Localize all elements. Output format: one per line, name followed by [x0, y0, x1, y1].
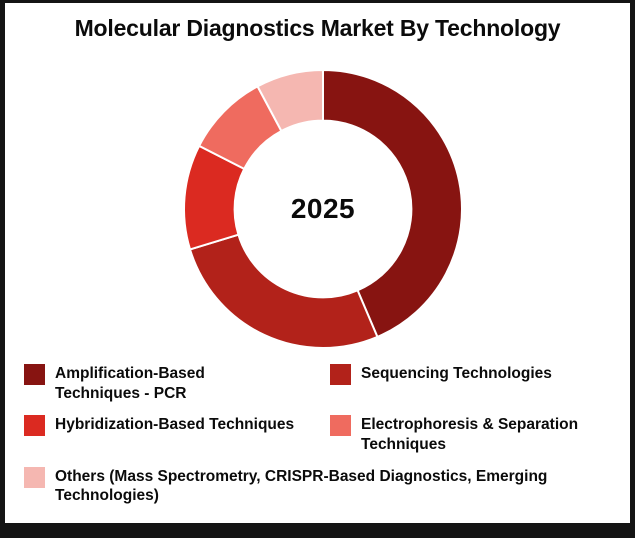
legend: Amplification-Based Techniques - PCR Seque… — [24, 364, 616, 506]
legend-swatch-1 — [330, 364, 351, 385]
donut-chart: 2025 — [173, 59, 473, 359]
legend-swatch-3 — [330, 415, 351, 437]
legend-swatch-2 — [24, 415, 45, 437]
legend-item-4: Others (Mass Spectrometry, CRISPR-Based … — [24, 466, 616, 506]
donut-svg — [183, 69, 463, 349]
legend-label-3: Electrophoresis & Separation Techniques — [361, 416, 579, 454]
donut-segment-1 — [189, 233, 379, 349]
legend-label-1: Sequencing Technologies — [361, 365, 552, 382]
legend-item-0: Amplification-Based Techniques - PCR — [24, 364, 330, 403]
legend-label-0: Amplification-Based Techniques - PCR — [55, 365, 205, 402]
legend-swatch-4 — [24, 466, 45, 488]
legend-swatch-0 — [24, 364, 45, 385]
legend-label-2: Hybridization-Based Techniques — [55, 416, 295, 434]
legend-label-4: Others (Mass Spectrometry, CRISPR-Based … — [55, 467, 548, 505]
donut-segment-4 — [256, 69, 324, 132]
legend-item-2: Hybridization-Based Techniques — [24, 415, 330, 454]
legend-item-3: Electrophoresis & Separation Techniques — [330, 415, 616, 454]
page-title: Molecular Diagnostics Market By Technolo… — [74, 15, 561, 41]
legend-item-1: Sequencing Technologies — [330, 364, 616, 403]
donut-segment-0 — [322, 69, 463, 338]
